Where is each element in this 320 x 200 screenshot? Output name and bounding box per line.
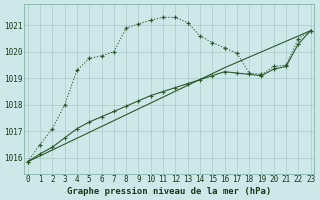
X-axis label: Graphe pression niveau de la mer (hPa): Graphe pression niveau de la mer (hPa) — [67, 187, 271, 196]
